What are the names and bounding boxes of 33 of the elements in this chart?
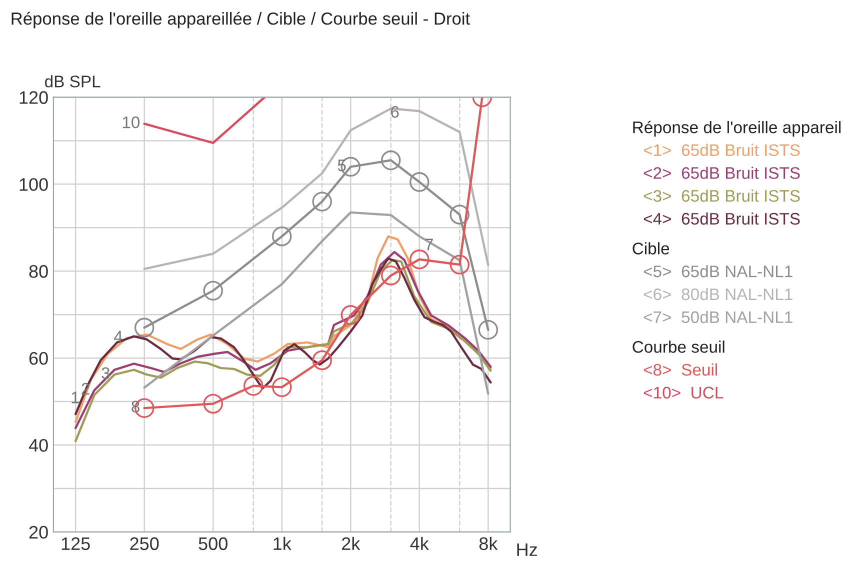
- y-axis-title: dB SPL: [45, 75, 100, 88]
- x-tick-label: 1k: [274, 536, 292, 550]
- annotation: 1: [72, 392, 79, 404]
- annotation: 6: [391, 106, 399, 118]
- annotation: 3: [102, 367, 110, 380]
- y-tick-label: 120: [20, 91, 48, 104]
- legend-title: Réponse de l'oreille appareil: [633, 120, 841, 137]
- text: Courbe seuil: [632, 340, 724, 353]
- y-tick-label: 60: [29, 352, 48, 365]
- text: <7> 50dB NAL-NL1: [644, 310, 792, 324]
- y-tick-label: 100: [20, 178, 48, 191]
- x-tick-label: 250: [130, 537, 159, 550]
- text: <2> 65dB Bruit ISTS: [644, 166, 800, 179]
- x-tick-label: 125: [62, 537, 90, 550]
- x-tick-label: 2k: [342, 536, 360, 550]
- annotation: 10: [122, 116, 140, 128]
- y-tick-label: 40: [28, 438, 48, 452]
- text: <6> 80dB NAL-NL1: [644, 288, 792, 300]
- y-tick-label: 80: [29, 265, 48, 278]
- x-tick-label: 8k: [479, 536, 498, 550]
- text: <1> 65dB Bruit ISTS: [644, 144, 800, 156]
- x-axis-title: Hz: [517, 543, 537, 556]
- x-tick-label: 4k: [410, 536, 429, 550]
- x-tick-label: 500: [198, 537, 228, 550]
- text: <5> 65dB NAL-NL1: [644, 265, 792, 278]
- chart-title: Réponse de l'oreille appareillée / Cible / Courbe seuil - Droit: [12, 12, 470, 28]
- annotation: 4: [114, 330, 122, 342]
- y-tick-label: 20: [29, 526, 48, 539]
- text: <4> 65dB Bruit ISTS: [644, 212, 800, 225]
- text: <8> Seuil: [644, 363, 717, 376]
- text: <10> UCL: [644, 386, 724, 399]
- text: <3> 65dB Bruit ISTS: [644, 190, 800, 202]
- text: Cible: [632, 242, 670, 254]
